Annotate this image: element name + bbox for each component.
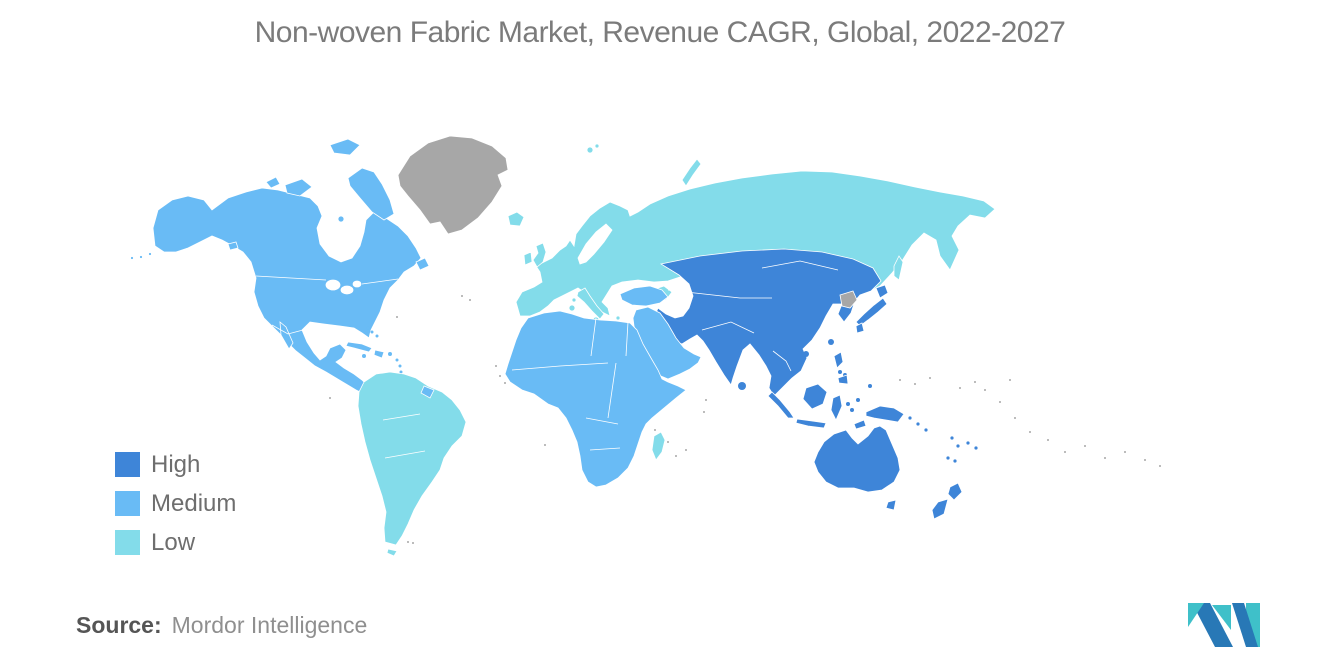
- region-australia: [813, 425, 901, 493]
- region-turkey: [619, 285, 669, 307]
- logo-mid-triangle: [1212, 605, 1231, 630]
- source-row: Source: Mordor Intelligence: [76, 612, 367, 639]
- region-italy: [576, 287, 605, 320]
- region-ireland: [523, 251, 533, 266]
- region-tasmania: [885, 499, 897, 511]
- region-africa: [504, 310, 687, 488]
- region-novaya-zemlya: [681, 158, 702, 187]
- region-new-zealand: [931, 482, 963, 520]
- region-japan: [855, 284, 889, 334]
- legend-swatch-medium: [115, 491, 140, 516]
- country-border-lines: [255, 260, 839, 459]
- region-asia-high-block: [653, 248, 882, 397]
- logo-stripe-2: [1232, 603, 1258, 647]
- region-north-korea: [839, 290, 858, 309]
- region-madagascar: [651, 431, 666, 461]
- legend-item-low: Low: [115, 528, 236, 556]
- region-svalbard: [586, 143, 600, 154]
- region-tierra-del-fuego: [386, 548, 398, 557]
- region-greenland: [397, 135, 509, 235]
- mordor-intelligence-logo-icon: [1188, 603, 1260, 647]
- legend-label-high: High: [151, 450, 201, 478]
- legend-label-medium: Medium: [151, 489, 237, 517]
- legend-item-medium: Medium: [115, 489, 237, 517]
- region-south-america: [357, 371, 467, 546]
- legend: High Medium Low: [115, 450, 237, 569]
- region-baja-california: [279, 321, 294, 350]
- region-taiwan: [828, 339, 834, 345]
- region-new-guinea: [865, 405, 905, 423]
- legend-swatch-high: [115, 452, 140, 477]
- region-north-america: [152, 187, 422, 396]
- region-aleutian-islands: [130, 252, 152, 260]
- region-iceland: [507, 211, 525, 227]
- logo-stripe-1: [1192, 603, 1233, 647]
- source-label: Source:: [76, 612, 162, 638]
- source-name: Mordor Intelligence: [171, 612, 368, 638]
- region-hainan: [803, 351, 809, 357]
- legend-swatch-low: [115, 530, 140, 555]
- region-sri-lanka: [738, 382, 746, 390]
- water-overlays: [325, 223, 613, 295]
- region-french-guiana: [420, 385, 435, 399]
- region-united-kingdom: [532, 242, 547, 268]
- logo-left-wedge: [1188, 603, 1204, 627]
- legend-item-high: High: [115, 450, 236, 478]
- chart-title: Non-woven Fabric Market, Revenue CAGR, G…: [254, 16, 1066, 49]
- region-melanesia-islands: [907, 415, 979, 464]
- region-indonesia: [767, 383, 872, 430]
- region-canadian-arctic-islands: [227, 138, 430, 271]
- region-philippines: [833, 351, 849, 385]
- island-dots-no-data: [328, 294, 1162, 545]
- region-sakhalin: [893, 255, 904, 281]
- legend-label-low: Low: [151, 528, 196, 556]
